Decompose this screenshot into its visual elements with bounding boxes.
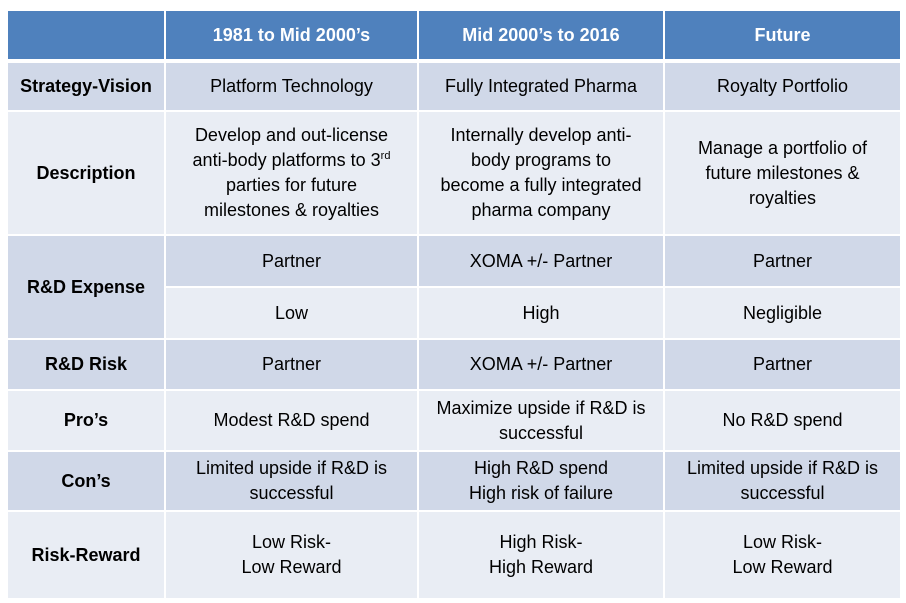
row-pros: Pro’s Modest R&D spend Maximize upside i… xyxy=(6,389,902,452)
text-line: Low Reward xyxy=(732,557,833,577)
text-line: High Reward xyxy=(488,557,594,577)
cell-risk-reward-col2: High Risk- High Reward xyxy=(417,510,665,600)
text-line: Maximize upside if R&D is xyxy=(436,397,646,418)
cell-strategy-col1: Platform Technology xyxy=(164,60,419,112)
text-line: become a fully integrated xyxy=(440,175,642,195)
cell-strategy-col3: Royalty Portfolio xyxy=(663,60,902,112)
cell-risk-reward-col1: Low Risk- Low Reward xyxy=(164,510,419,600)
text-line: future milestones & xyxy=(705,162,860,183)
text-fragment: anti-body platforms to 3 xyxy=(192,150,381,170)
cell-rd-risk-col3: Partner xyxy=(663,338,902,391)
text-line: Low Risk- xyxy=(251,532,331,552)
header-future: Future xyxy=(663,9,902,63)
text-line: Internally develop anti- xyxy=(450,125,632,145)
text-line: High R&D spend xyxy=(473,458,609,478)
row-rd-risk: R&D Risk Partner XOMA +/- Partner Partne… xyxy=(6,338,902,391)
cell-rd-risk-col1: Partner xyxy=(164,338,419,391)
row-label-description: Description xyxy=(6,110,166,236)
cell-pros-col3: No R&D spend xyxy=(663,389,902,452)
cell-description-col2: Internally develop anti- body programs t… xyxy=(417,110,665,236)
cell-cons-col1: Limited upside if R&D is successful xyxy=(164,450,419,512)
cell-cons-col3: Limited upside if R&D is successful xyxy=(663,450,902,512)
text-line: parties for future xyxy=(225,175,358,195)
strategy-comparison-table: 1981 to Mid 2000’s Mid 2000’s to 2016 Fu… xyxy=(6,9,902,600)
cell-risk-reward-col3: Low Risk- Low Reward xyxy=(663,510,902,600)
row-risk-reward: Risk-Reward Low Risk- Low Reward High Ri… xyxy=(6,510,902,600)
row-rd-expense-level: Low High Negligible xyxy=(7,286,902,340)
row-label-pros: Pro’s xyxy=(6,389,166,452)
text-line: successful xyxy=(740,483,825,503)
cell-rd-expense-b-col1: Low xyxy=(164,286,419,340)
cell-rd-expense-a-col2: XOMA +/- Partner xyxy=(417,234,665,288)
header-1981-to-mid-2000s: 1981 to Mid 2000’s xyxy=(164,9,419,63)
text-line: body programs to xyxy=(470,150,612,170)
row-strategy-vision: Strategy-Vision Platform Technology Full… xyxy=(6,60,902,112)
row-label-rd-risk: R&D Risk xyxy=(6,338,166,391)
cell-description-col1: Develop and out-license anti-body platfo… xyxy=(164,110,419,236)
header-mid-2000s-to-2016: Mid 2000’s to 2016 xyxy=(417,9,665,63)
text-line: successful xyxy=(249,483,334,503)
cell-rd-risk-col2: XOMA +/- Partner xyxy=(417,338,665,391)
header-corner-cell xyxy=(6,9,166,63)
cell-description-col3: Manage a portfolio of future milestones … xyxy=(663,110,902,236)
row-label-cons: Con’s xyxy=(6,450,166,512)
cell-cons-col2: High R&D spend High risk of failure xyxy=(417,450,665,512)
superscript: rd xyxy=(380,150,391,162)
text-line: Low Reward xyxy=(241,557,342,577)
cell-rd-expense-a-col1: Partner xyxy=(164,234,419,288)
row-label-risk-reward: Risk-Reward xyxy=(6,510,166,600)
cell-strategy-col2: Fully Integrated Pharma xyxy=(417,60,665,112)
cell-rd-expense-b-col3: Negligible xyxy=(663,286,902,340)
text-line: Manage a portfolio of xyxy=(697,137,868,158)
text-line: Limited upside if R&D is xyxy=(195,458,388,478)
text-line: royalties xyxy=(748,187,817,208)
cell-pros-col2: Maximize upside if R&D is successful xyxy=(417,389,665,452)
text-line: Low Risk- xyxy=(742,532,822,552)
row-label-rd-expense: R&D Expense xyxy=(6,234,166,340)
text-line: anti-body platforms to 3rd xyxy=(172,148,411,173)
text-line: successful xyxy=(498,422,584,443)
cell-rd-expense-a-col3: Partner xyxy=(663,234,902,288)
text-line: Develop and out-license xyxy=(194,125,389,145)
row-cons: Con’s Limited upside if R&D is successfu… xyxy=(6,450,902,512)
row-description: Description Develop and out-license anti… xyxy=(6,110,902,236)
text-line: Limited upside if R&D is xyxy=(686,458,879,478)
row-rd-expense-partner: R&D Expense Partner XOMA +/- Partner Par… xyxy=(6,234,902,340)
header-row: 1981 to Mid 2000’s Mid 2000’s to 2016 Fu… xyxy=(6,9,902,63)
text-line: milestones & royalties xyxy=(203,200,380,220)
text-line: High risk of failure xyxy=(468,483,614,503)
cell-rd-expense-b-col2: High xyxy=(417,286,665,340)
text-line: pharma company xyxy=(471,200,611,220)
row-label-strategy-vision: Strategy-Vision xyxy=(6,60,166,112)
text-line: High Risk- xyxy=(499,532,583,552)
cell-pros-col1: Modest R&D spend xyxy=(164,389,419,452)
